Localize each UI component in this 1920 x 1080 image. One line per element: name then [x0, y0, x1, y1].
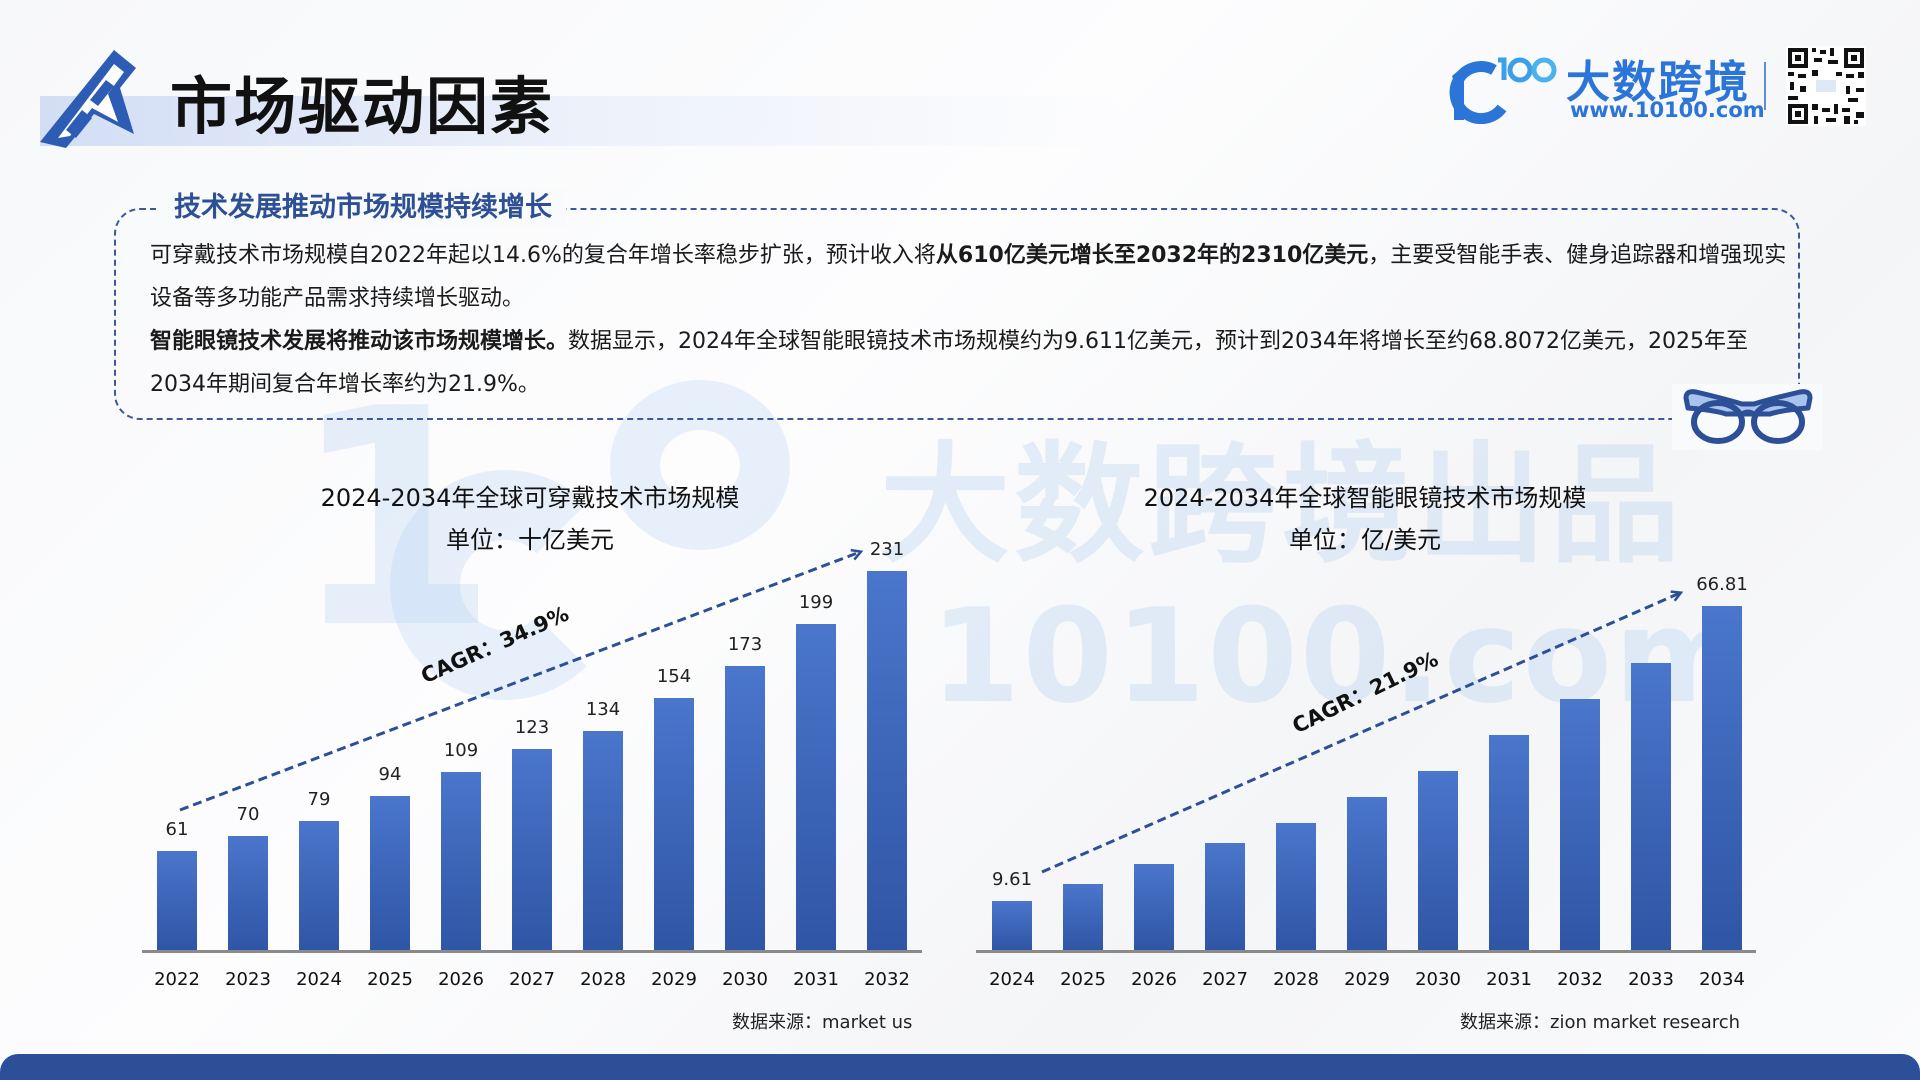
chart2-cagr-annotation: CAGR：21.9% — [1288, 646, 1442, 739]
bar-2034 — [1702, 606, 1742, 951]
x-axis-label: 2028 — [580, 969, 626, 990]
x-axis-label: 2033 — [1628, 969, 1674, 990]
bar-value-label: 61 — [165, 819, 189, 840]
x-axis-label: 2032 — [864, 969, 910, 990]
bar-2024 — [299, 821, 339, 951]
bar-2029 — [654, 698, 694, 951]
glasses-icon — [1683, 389, 1813, 444]
bar-2032 — [1560, 699, 1600, 951]
info-box — [114, 208, 1800, 420]
bar-value-label: 154 — [656, 666, 692, 687]
x-axis-label: 2031 — [793, 969, 839, 990]
bar-value-label: 79 — [307, 789, 331, 810]
footer-bar — [0, 1054, 1920, 1080]
bar-2029 — [1347, 797, 1387, 951]
bar-2026 — [1134, 864, 1174, 951]
chart2-x-axis — [976, 950, 1756, 953]
x-axis-label: 2025 — [367, 969, 413, 990]
chart1-source: 数据来源：market us — [732, 1012, 913, 1033]
para2-bold: 智能眼镜技术发展将推动该市场规模增长。 — [150, 329, 569, 354]
x-axis-label: 2032 — [1557, 969, 1603, 990]
x-axis-label: 2027 — [1202, 969, 1248, 990]
chart1-unit: 单位：十亿美元 — [446, 526, 614, 554]
bar-value-label: 231 — [869, 539, 905, 560]
bar-value-label: 9.61 — [991, 869, 1033, 890]
bar-value-label: 173 — [727, 634, 763, 655]
info-paragraph-1: 可穿戴技术市场规模自2022年起以14.6%的复合年增长率稳步扩张，预计收入将从… — [150, 234, 1790, 320]
chart2-source: 数据来源：zion market research — [1460, 1012, 1741, 1033]
x-axis-label: 2029 — [1344, 969, 1390, 990]
bar-value-label: 94 — [378, 764, 402, 785]
chart1-x-axis — [142, 950, 922, 953]
bar-2025 — [1063, 884, 1103, 951]
bar-2023 — [228, 836, 268, 951]
x-axis-label: 2031 — [1486, 969, 1532, 990]
bar-2031 — [796, 624, 836, 951]
chart2-unit: 单位：亿/美元 — [1288, 526, 1442, 554]
x-axis-label: 2029 — [651, 969, 697, 990]
x-axis-label: 2026 — [1131, 969, 1177, 990]
brand-block: 大数跨境 www.10100.com — [1448, 42, 1878, 132]
bar-value-label: 123 — [514, 717, 550, 738]
x-axis-label: 2026 — [438, 969, 484, 990]
bar-value-label: 66.81 — [1696, 574, 1748, 595]
brand-logo-icon — [1449, 57, 1557, 124]
brand-name: 大数跨境 — [1566, 57, 1750, 108]
bar-2030 — [725, 666, 765, 951]
x-axis-label: 2027 — [509, 969, 555, 990]
para1-text-b: ，主要受智能手表、健身追踪器和增强现实设备等多功能产品需求持续增长驱动。 — [150, 243, 1787, 311]
bar-2027 — [512, 749, 552, 951]
para2-text: 数据显示，2024年全球智能眼镜技术市场规模约为9.611亿美元，预计到2034… — [150, 329, 1748, 397]
bar-2022 — [157, 851, 197, 951]
bar-2027 — [1205, 843, 1245, 951]
info-box-body: 可穿戴技术市场规模自2022年起以14.6%的复合年增长率稳步扩张，预计收入将从… — [150, 234, 1790, 406]
bar-value-label: 199 — [798, 592, 834, 613]
info-box-title-container: 技术发展推动市场规模持续增长 — [160, 188, 566, 228]
bar-value-label: 109 — [443, 740, 479, 761]
bar-value-label: 70 — [236, 804, 260, 825]
chart2-title: 2024-2034年全球智能眼镜技术市场规模 — [1143, 484, 1587, 512]
x-axis-label: 2025 — [1060, 969, 1106, 990]
bar-2033 — [1631, 663, 1671, 951]
x-axis-label: 2030 — [1415, 969, 1461, 990]
para1-bold: 从610亿美元增长至2032年的2310亿美元 — [935, 243, 1369, 268]
brand-divider — [1764, 62, 1766, 110]
bar-2024 — [992, 901, 1032, 951]
bar-2031 — [1489, 735, 1529, 951]
chart1-cagr-annotation: CAGR：34.9% — [417, 601, 573, 689]
para1-text-a: 可穿戴技术市场规模自2022年起以14.6%的复合年增长率稳步扩张，预计收入将 — [150, 243, 936, 268]
page-title: 市场驱动因素 — [170, 70, 555, 143]
chart1-title: 2024-2034年全球可穿戴技术市场规模 — [320, 484, 740, 512]
x-axis-label: 2028 — [1273, 969, 1319, 990]
x-axis-label: 2034 — [1699, 969, 1745, 990]
bar-2025 — [370, 796, 410, 951]
bar-value-label: 134 — [585, 699, 621, 720]
x-axis-label: 2023 — [225, 969, 271, 990]
x-axis-label: 2024 — [296, 969, 342, 990]
header-band — [40, 96, 1120, 146]
bar-2028 — [583, 731, 623, 951]
x-axis-label: 2030 — [722, 969, 768, 990]
bar-2032 — [867, 571, 907, 951]
x-axis-label: 2022 — [154, 969, 200, 990]
x-axis-label: 2024 — [989, 969, 1035, 990]
info-box-title: 技术发展推动市场规模持续增长 — [174, 192, 552, 223]
qr-code-icon[interactable] — [1786, 46, 1866, 126]
bar-2026 — [441, 772, 481, 951]
brand-url-link[interactable]: www.10100.com — [1570, 98, 1765, 122]
bar-2030 — [1418, 771, 1458, 951]
bar-2028 — [1276, 823, 1316, 951]
ruler-pencil-icon — [40, 50, 136, 148]
info-paragraph-2: 智能眼镜技术发展将推动该市场规模增长。数据显示，2024年全球智能眼镜技术市场规… — [150, 320, 1790, 406]
